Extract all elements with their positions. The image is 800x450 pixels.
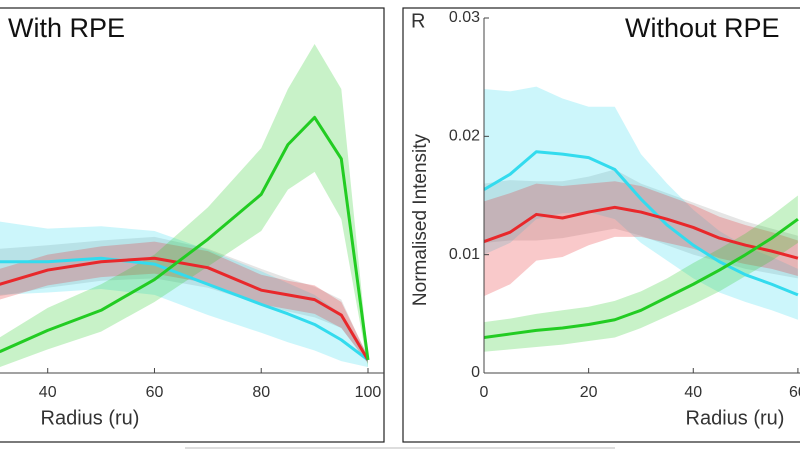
- x-tick-label: 100: [355, 384, 382, 401]
- x-tick-label: 60: [789, 384, 800, 401]
- plot-area: [0, 44, 370, 368]
- panel-frame: [402, 7, 800, 443]
- series-line: [0, 256, 370, 361]
- series-line: [484, 217, 799, 339]
- panel-frame: [0, 7, 385, 443]
- series-line: [484, 150, 799, 297]
- x-tick-label: 60: [146, 384, 164, 401]
- x-axis-label: Radius (ru): [41, 407, 140, 429]
- error-band: [0, 44, 368, 368]
- y-tick-label: 0.01: [449, 246, 480, 263]
- x-tick-label: 20: [580, 384, 598, 401]
- error-band: [0, 236, 368, 363]
- chart-title: With RPE: [8, 13, 125, 43]
- error-band: [484, 169, 798, 279]
- error-band: [484, 181, 798, 297]
- right-panel-text: Without RPE Radius (ru): [625, 13, 784, 429]
- series-line: [0, 115, 370, 361]
- x-tick-label: 40: [39, 384, 57, 401]
- y-tick-label: 0.03: [449, 9, 480, 26]
- error-band: [0, 241, 368, 364]
- error-band: [484, 195, 798, 352]
- x-tick-label: 80: [252, 384, 270, 401]
- plot-area: [484, 86, 799, 352]
- chart-title: Without RPE: [625, 13, 780, 43]
- y-tick-label: 0.02: [449, 128, 480, 145]
- series-line: [0, 256, 369, 362]
- x-axis-label: Radius (ru): [686, 407, 785, 429]
- x-tick-label: 40: [684, 384, 702, 401]
- series-line: [484, 205, 799, 260]
- y-axis-label: Normalised Intensity: [410, 133, 431, 306]
- x-tick-label: 0: [480, 384, 489, 401]
- y-tick-label: 0: [471, 364, 480, 381]
- panel-label: R: [411, 10, 425, 32]
